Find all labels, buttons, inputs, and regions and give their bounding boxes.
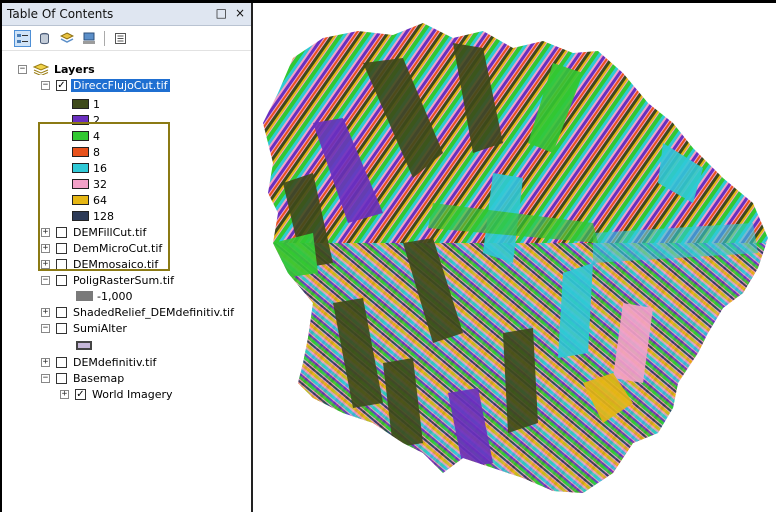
tree-node-demdefinitiv[interactable]: + DEMdefinitiv.tif — [41, 354, 156, 370]
tree-node-poligrastersum[interactable]: − PoligRasterSum.tif — [41, 272, 174, 288]
tree-node-basemap[interactable]: − Basemap — [41, 370, 124, 386]
layer-label[interactable]: DireccFlujoCut.tif — [71, 78, 170, 92]
legend-class: 16 — [72, 160, 107, 176]
tree-node-sumialter[interactable]: − SumiAlter — [41, 320, 127, 336]
layer-label[interactable]: DEMmosaico.tif — [73, 257, 159, 271]
basin-raster — [263, 23, 768, 493]
table-of-contents-panel: Table Of Contents □ × − Layers — [0, 3, 253, 512]
layer-label[interactable]: World Imagery — [92, 387, 173, 401]
expand-icon[interactable]: + — [41, 226, 50, 237]
layer-visibility-checkbox[interactable] — [56, 322, 67, 334]
legend-class-label: 4 — [93, 129, 100, 143]
raster-map — [263, 23, 768, 493]
legend-class — [76, 337, 96, 353]
legend-class-label: 2 — [93, 113, 100, 127]
legend-swatch — [72, 195, 89, 205]
toc-title-bar: Table Of Contents □ × — [2, 3, 251, 26]
layers-label: Layers — [54, 62, 95, 76]
map-view[interactable] — [253, 3, 776, 512]
legend-class-label: -1,000 — [97, 289, 133, 303]
list-by-drawing-order-icon[interactable] — [14, 29, 31, 47]
expand-icon[interactable]: + — [60, 388, 69, 399]
legend-class: 8 — [72, 144, 100, 160]
toc-toolbar — [2, 26, 251, 51]
layer-visibility-checkbox[interactable] — [56, 306, 67, 318]
close-icon[interactable]: × — [234, 6, 245, 20]
polygon-swatch — [76, 340, 92, 350]
legend-swatch — [72, 179, 89, 189]
layer-visibility-checkbox[interactable]: ✓ — [75, 388, 86, 400]
legend-swatch — [72, 115, 89, 125]
legend-class: 32 — [72, 176, 107, 192]
collapse-icon[interactable]: − — [41, 322, 50, 333]
collapse-icon[interactable]: − — [41, 274, 50, 285]
layers-icon — [32, 63, 50, 77]
expand-icon[interactable]: + — [41, 306, 50, 317]
layer-label[interactable]: Basemap — [73, 371, 125, 385]
tree-node-shadedrelief[interactable]: + ShadedRelief_DEMdefinitiv.tif — [41, 304, 234, 320]
toc-title: Table Of Contents — [7, 7, 114, 21]
legend-class: 64 — [72, 192, 107, 208]
tree-node-demmicrocut[interactable]: + DemMicroCut.tif — [41, 240, 162, 256]
layer-visibility-checkbox[interactable] — [56, 274, 67, 286]
layer-label[interactable]: DEMdefinitiv.tif — [73, 355, 157, 369]
legend-class: 4 — [72, 128, 100, 144]
legend-class-label: 64 — [93, 193, 107, 207]
legend-swatch — [72, 99, 89, 109]
expand-icon[interactable]: + — [41, 242, 50, 253]
layer-label[interactable]: SumiAlter — [73, 321, 127, 335]
list-by-visibility-icon[interactable] — [58, 30, 75, 47]
tree-node-demfillcut[interactable]: + DEMFillCut.tif — [41, 224, 146, 240]
collapse-icon[interactable]: − — [41, 372, 50, 383]
legend-class-label: 32 — [93, 177, 107, 191]
legend-class: 1 — [72, 96, 100, 112]
legend-class: 2 — [72, 112, 100, 128]
legend-class-label: 16 — [93, 161, 107, 175]
expand-icon[interactable]: + — [41, 356, 50, 367]
tree-node-direccflujocut[interactable]: − ✓ DireccFlujoCut.tif — [41, 77, 170, 93]
layer-label[interactable]: DEMFillCut.tif — [73, 225, 147, 239]
collapse-icon[interactable]: − — [41, 79, 50, 90]
layer-visibility-checkbox[interactable] — [56, 356, 67, 368]
legend-class-label: 1 — [93, 97, 100, 111]
list-by-selection-icon[interactable] — [80, 30, 97, 47]
options-icon[interactable] — [112, 30, 129, 47]
legend-swatch — [72, 163, 89, 173]
tree-node-world-imagery[interactable]: + ✓ World Imagery — [60, 386, 173, 402]
legend-swatch — [72, 147, 89, 157]
layer-visibility-checkbox[interactable] — [56, 226, 67, 238]
layer-label[interactable]: PoligRasterSum.tif — [73, 273, 174, 287]
tree-node-layers[interactable]: − Layers — [18, 61, 95, 77]
ridge-strips — [273, 43, 758, 468]
layer-highlight-box — [38, 122, 170, 271]
legend-swatch — [72, 211, 89, 221]
legend-swatch — [72, 131, 89, 141]
layer-visibility-checkbox[interactable] — [56, 372, 67, 384]
pin-icon[interactable]: □ — [215, 6, 227, 20]
legend-class-label: 8 — [93, 145, 100, 159]
legend-class: -1,000 — [76, 288, 132, 304]
legend-class-label: 128 — [93, 209, 114, 223]
layer-visibility-checkbox[interactable]: ✓ — [56, 79, 67, 91]
collapse-icon[interactable]: − — [18, 63, 27, 74]
layer-visibility-checkbox[interactable] — [56, 242, 67, 254]
expand-icon[interactable]: + — [41, 258, 50, 269]
legend-swatch — [76, 291, 93, 301]
legend-class: 128 — [72, 208, 114, 224]
layer-label[interactable]: DemMicroCut.tif — [73, 241, 163, 255]
toolbar-separator — [104, 30, 105, 46]
list-by-source-icon[interactable] — [36, 30, 53, 47]
tree-node-demmosaico[interactable]: + DEMmosaico.tif — [41, 256, 158, 272]
layer-label[interactable]: ShadedRelief_DEMdefinitiv.tif — [73, 305, 234, 319]
